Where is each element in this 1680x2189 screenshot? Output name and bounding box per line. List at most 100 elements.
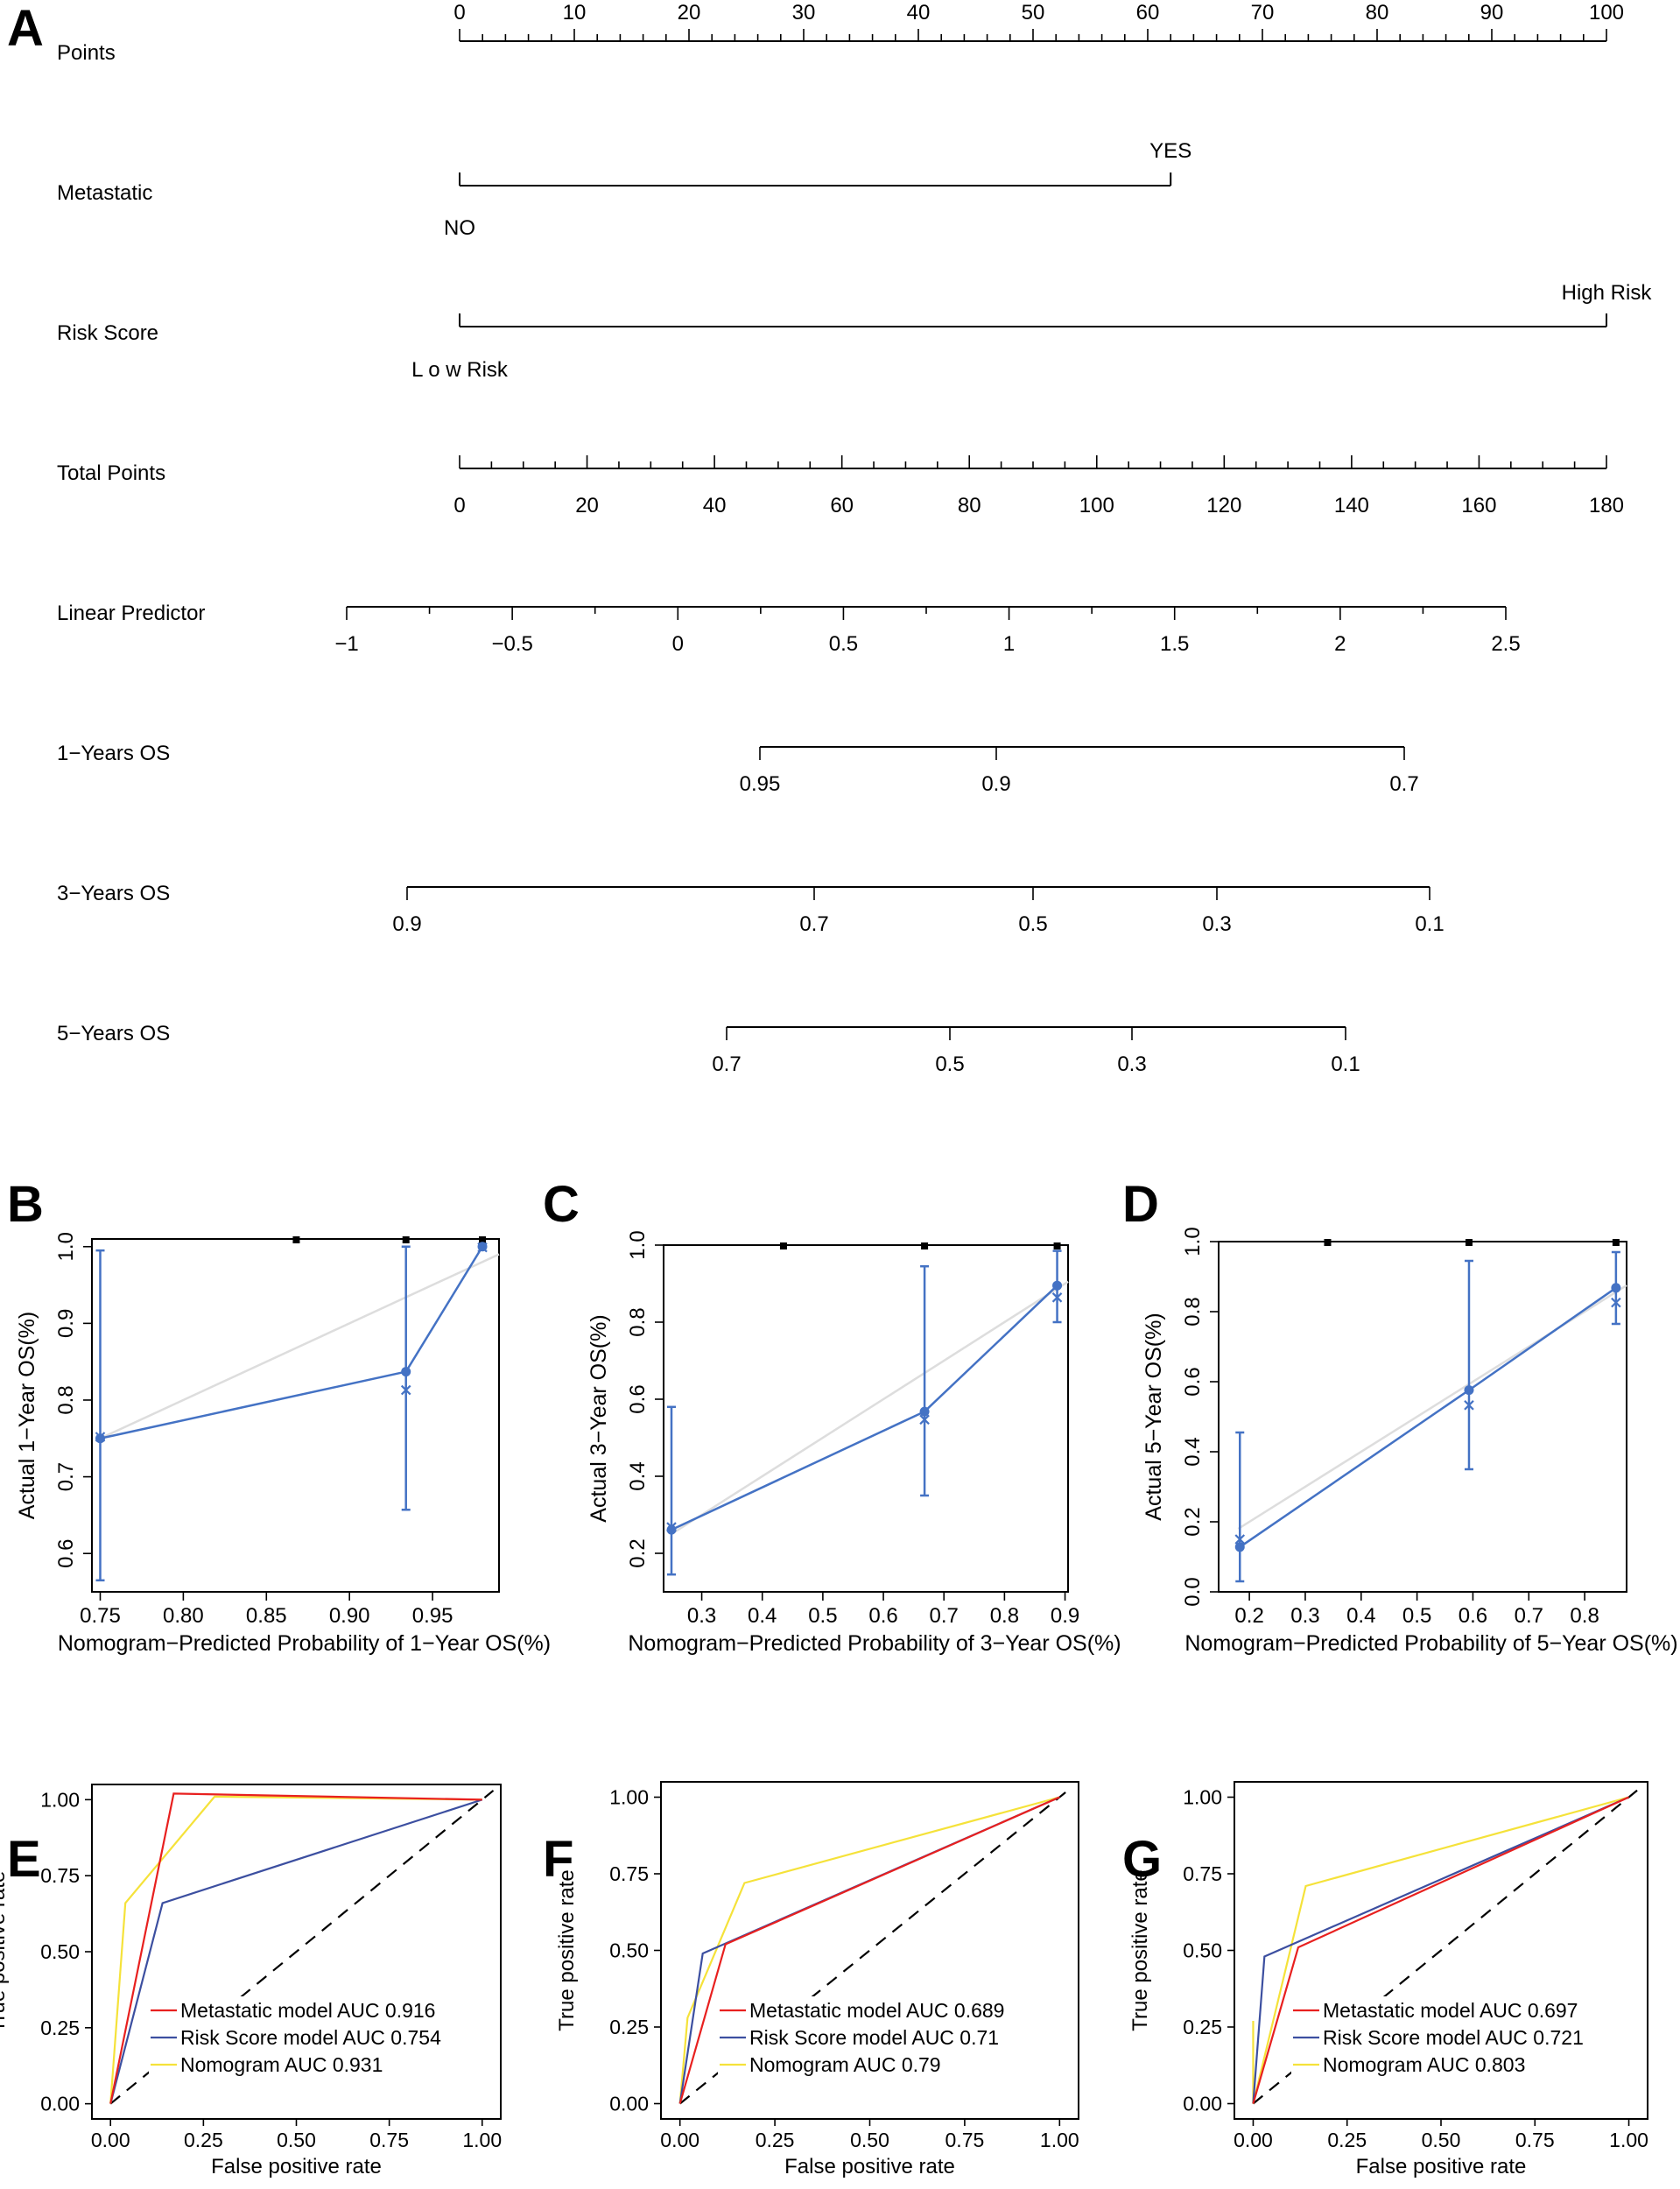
legend-box — [1291, 1996, 1639, 2082]
roc-curve — [1252, 1796, 1629, 2104]
y-tick-label: 0.00 — [40, 2093, 80, 2115]
calibration-line — [671, 1285, 1058, 1531]
y-tick-label: 0.2 — [1181, 1507, 1205, 1536]
axis-tick-label: 0.9 — [981, 772, 1010, 796]
row-label-points: Points — [57, 41, 116, 65]
x-tick-label: 0.9 — [1051, 1604, 1079, 1628]
y-tick-label: 0.00 — [609, 2093, 649, 2115]
row-label-linear-predictor: Linear Predictor — [57, 602, 205, 625]
roc-curve — [1252, 1796, 1630, 2104]
ideal-line — [671, 1280, 1069, 1536]
y-axis-title: True positive rate — [555, 1869, 579, 2031]
bias-corrected-mark — [1234, 1534, 1246, 1545]
y-axis-title: True positive rate — [1128, 1869, 1152, 2031]
axis-tick-label: 0.1 — [1331, 1052, 1360, 1076]
calibration-panel-c: 0.3 0.4 0.5 0.6 0.7 0.8 0.9 0.2 0.4 0.6 0.8 1.0 Nomo… — [587, 1230, 1121, 1656]
axis-tick-label: 140 — [1334, 494, 1369, 517]
x-axis-title: False positive rate — [211, 2155, 382, 2178]
x-tick-label: 0.00 — [660, 2129, 699, 2151]
row-label-risk-score: Risk Score — [57, 321, 158, 345]
x-tick-label: 0.4 — [748, 1604, 777, 1628]
x-tick-label: 0.50 — [1422, 2129, 1461, 2151]
roc-panel-g: 0.00 0.25 0.50 0.75 1.00 0.00 0.25 0.50 0.75 1.00… — [1128, 1781, 1648, 2178]
legend-box — [718, 1996, 1070, 2082]
x-tick-label: 0.7 — [1515, 1604, 1543, 1628]
x-axis-title: Nomogram−Predicted Probability of 5−Year… — [1184, 1631, 1677, 1656]
x-tick-label: 0.75 — [80, 1604, 121, 1628]
bias-corrected-mark — [666, 1522, 677, 1532]
observed-point — [919, 1406, 930, 1417]
rug-mark — [779, 1242, 787, 1249]
points-tick-label: 0 — [453, 1, 465, 25]
y-tick-label: 0.8 — [626, 1307, 650, 1336]
points-tick-label: 30 — [792, 1, 816, 25]
rug-mark — [1465, 1239, 1473, 1246]
y-tick-label: 0.50 — [40, 1940, 80, 1963]
y-axis-title: Actual 3−Year OS(%) — [587, 1314, 611, 1522]
row-label-3-years-os: 3−Years OS — [57, 882, 170, 905]
axis-tick-label: 120 — [1206, 494, 1241, 517]
roc-curve — [678, 1796, 1060, 2104]
x-tick-label: 0.6 — [1459, 1604, 1487, 1628]
points-tick-label: 10 — [563, 1, 587, 25]
bias-corrected-mark — [1051, 1292, 1063, 1303]
x-axis-title: Nomogram−Predicted Probability of 1−Year… — [58, 1631, 551, 1656]
roc-panel-f: 0.00 0.25 0.50 0.75 1.00 0.00 0.25 0.50 0.75 1.00… — [555, 1781, 1079, 2178]
axis-tick-label: −1 — [334, 632, 358, 656]
x-tick-label: 0.8 — [1570, 1604, 1599, 1628]
axis-tick-label: 0.1 — [1415, 912, 1444, 936]
axis-tick-label: 0 — [453, 494, 465, 517]
calibration-line — [100, 1246, 484, 1440]
x-tick-label: 0.3 — [1290, 1604, 1319, 1628]
points-tick-label: 40 — [907, 1, 931, 25]
axis-tick-label: 1.5 — [1160, 632, 1189, 656]
points-tick-label: 100 — [1589, 1, 1624, 25]
y-tick-label: 0.25 — [40, 2017, 80, 2039]
axis-tick-label: 2.5 — [1491, 632, 1520, 656]
x-tick-label: 0.75 — [945, 2129, 985, 2151]
bias-corrected-mark — [1464, 1400, 1474, 1411]
legend-box — [149, 1996, 492, 2082]
y-tick-label: 1.00 — [1183, 1786, 1222, 1809]
rug-mark — [479, 1236, 487, 1243]
axis-tick-label: 0.7 — [712, 1052, 741, 1076]
bias-corrected-mark — [919, 1414, 930, 1425]
roc-curve — [1252, 1796, 1629, 2104]
observed-point — [95, 1433, 105, 1444]
axis-tick-label: 0.7 — [799, 912, 828, 936]
rug-mark — [1612, 1239, 1620, 1246]
row-label-5-years-os: 5−Years OS — [57, 1022, 170, 1045]
x-axis-title: False positive rate — [784, 2155, 955, 2178]
x-tick-label: 1.00 — [1609, 2129, 1648, 2151]
y-tick-label: 0.75 — [40, 1864, 80, 1887]
calibration-line — [1239, 1286, 1617, 1548]
bias-corrected-mark — [1611, 1297, 1621, 1308]
y-tick-label: 0.25 — [1183, 2016, 1222, 2038]
x-tick-label: 0.75 — [369, 2129, 409, 2151]
axis-tick-label: 80 — [958, 494, 981, 517]
x-tick-label: 0.25 — [184, 2129, 223, 2151]
legend-entry: Metastatic model AUC 0.697 — [1323, 1999, 1578, 2022]
x-tick-label: 0.25 — [756, 2129, 795, 2151]
axis-tick-label: 160 — [1461, 494, 1496, 517]
row-label-1-years-os: 1−Years OS — [57, 742, 170, 765]
y-tick-label: 0.25 — [609, 2016, 649, 2038]
x-axis-title: False positive rate — [1356, 2155, 1527, 2178]
legend-entry: Nomogram AUC 0.803 — [1323, 2053, 1525, 2076]
x-tick-label: 0.00 — [91, 2129, 130, 2151]
panel-label-e: E — [7, 1831, 41, 1888]
legend-entry: Nomogram AUC 0.931 — [180, 2053, 383, 2076]
y-axis-title: Actual 5−Year OS(%) — [1142, 1313, 1166, 1520]
panel-label-c: C — [543, 1176, 580, 1233]
legend-entry: Nomogram AUC 0.79 — [749, 2053, 941, 2076]
x-tick-label: 0.7 — [930, 1604, 959, 1628]
plot-frame — [663, 1244, 1069, 1593]
y-tick-label: 0.75 — [1183, 1862, 1222, 1885]
axis-tick-label: 20 — [575, 494, 599, 517]
panel-label-a: A — [7, 0, 44, 57]
points-tick-label: 50 — [1022, 1, 1045, 25]
x-tick-label: 0.4 — [1346, 1604, 1375, 1628]
x-tick-label: 0.3 — [687, 1604, 716, 1628]
y-tick-label: 0.50 — [609, 1939, 649, 1962]
